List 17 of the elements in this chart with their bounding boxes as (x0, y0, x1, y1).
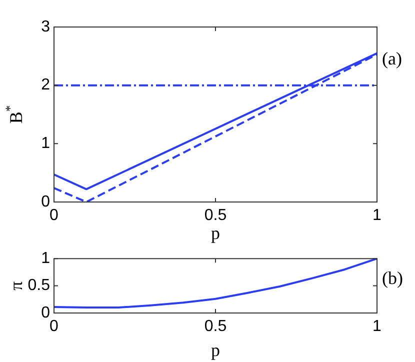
y-axis-title: π (6, 281, 26, 290)
y-tick-label: 2 (41, 76, 50, 94)
y-tick-label: 3 (41, 18, 50, 36)
text: (a) (382, 48, 402, 68)
y-tick-label: 0 (41, 304, 50, 322)
x-axis-title: p (211, 340, 220, 360)
x-tick-label: 0.5 (204, 207, 227, 224)
y-tick-label: 0 (41, 193, 50, 210)
text: (b) (382, 268, 403, 288)
x-axis-title: p (211, 222, 220, 243)
x-tick-label: 1 (372, 318, 382, 336)
y-tick-label: 1 (41, 250, 50, 268)
y-axis-title: B* (2, 105, 26, 124)
y-tick-label: 1 (41, 135, 50, 152)
y-tick-label: 0.5 (28, 277, 50, 294)
x-tick-label: 1 (372, 207, 382, 224)
x-tick-label: 0.5 (204, 318, 227, 336)
